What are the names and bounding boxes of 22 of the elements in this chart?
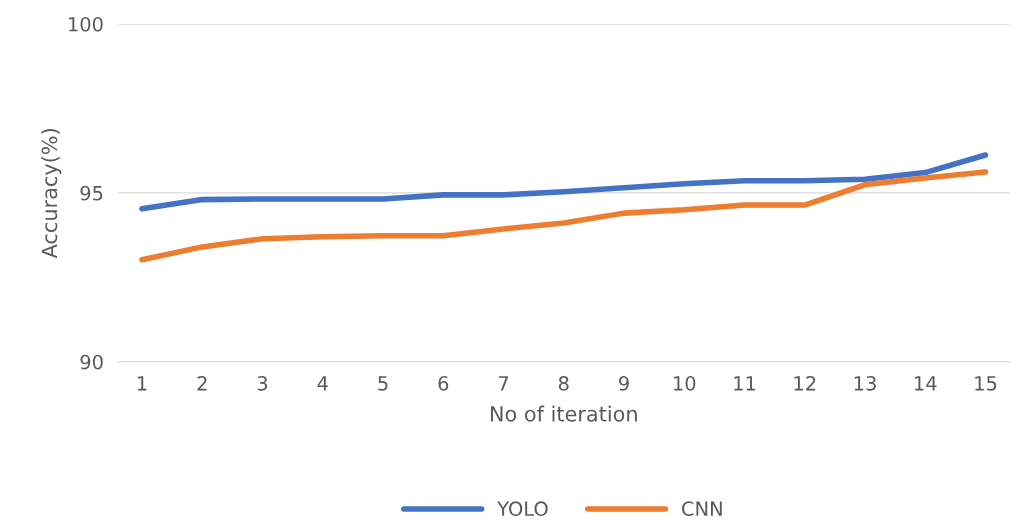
x-tick-label: 2 <box>197 375 207 391</box>
x-tick-label: 10 <box>674 375 696 391</box>
x-tick-label: 6 <box>438 375 449 391</box>
x-tick-label: 4 <box>317 376 328 391</box>
x-tick-label: 13 <box>854 375 876 391</box>
legend-label: YOLO <box>497 501 548 517</box>
x-tick-label: 15 <box>975 376 997 391</box>
x-tick-label: 9 <box>619 375 629 391</box>
x-axis-title: No of iteration <box>490 405 637 422</box>
x-tick-label: 5 <box>378 376 388 391</box>
x-tick-label: 11 <box>734 376 756 391</box>
x-tick-label: 1 <box>137 376 147 391</box>
x-tick-label: 7 <box>498 376 509 391</box>
x-tick-label: 14 <box>915 376 937 391</box>
y-tick-label: 95 <box>80 185 103 201</box>
legend-label: CNN <box>682 501 722 517</box>
y-tick-label: 90 <box>80 354 103 370</box>
x-tick-label: 8 <box>558 375 569 391</box>
x-tick-label: 3 <box>257 375 268 391</box>
y-axis-title: Accuracy(%) <box>41 129 62 259</box>
x-tick-label: 12 <box>794 375 816 391</box>
y-tick-label: 100 <box>69 16 103 32</box>
